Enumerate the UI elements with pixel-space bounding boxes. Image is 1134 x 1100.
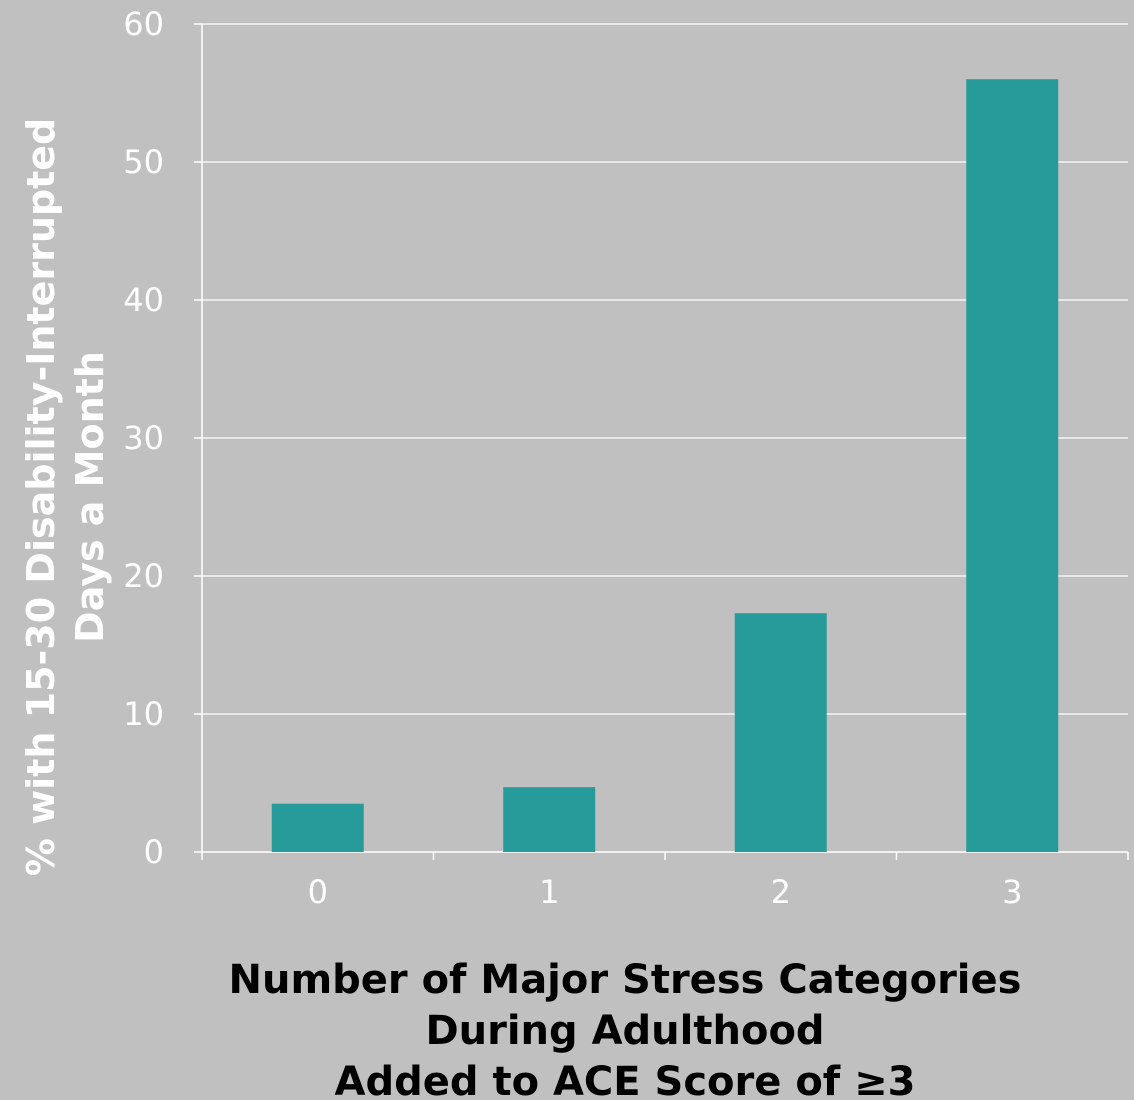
y-tick-label: 30: [123, 419, 164, 457]
x-tick-label: 0: [308, 873, 328, 911]
y-tick-label: 10: [123, 695, 164, 733]
y-tick-label: 0: [144, 833, 164, 871]
bars: [271, 79, 1059, 852]
x-tick-labels: 0 1 2 3: [201, 852, 1129, 911]
y-tick-label: 40: [123, 281, 164, 319]
x-axis-label-line-3: Added to ACE Score of ≥3: [335, 1059, 916, 1100]
y-axis-label-2: Days a Month: [68, 351, 112, 643]
y-tick-labels: 0 10 20 30 40 50 60: [123, 5, 202, 871]
y-axis-label: % with 15-30 Disability-Interrupted: [19, 118, 63, 876]
bar: [734, 613, 827, 852]
x-tick-label: 3: [1002, 873, 1022, 911]
x-axis-label-line-1: Number of Major Stress Categories: [229, 957, 1022, 1003]
bar: [271, 803, 364, 852]
bar: [503, 787, 596, 852]
x-tick-label: 1: [539, 873, 559, 911]
x-axis-label-line-2: During Adulthood: [425, 1008, 824, 1054]
y-tick-label: 50: [123, 143, 164, 181]
y-tick-label: 20: [123, 557, 164, 595]
y-axis-label-line-1: % with 15-30 Disability-Interrupted: [19, 118, 63, 876]
bar: [966, 79, 1059, 852]
x-tick-label: 2: [771, 873, 791, 911]
y-axis-label-line-2: Days a Month: [68, 351, 112, 643]
y-tick-label: 60: [123, 5, 164, 43]
